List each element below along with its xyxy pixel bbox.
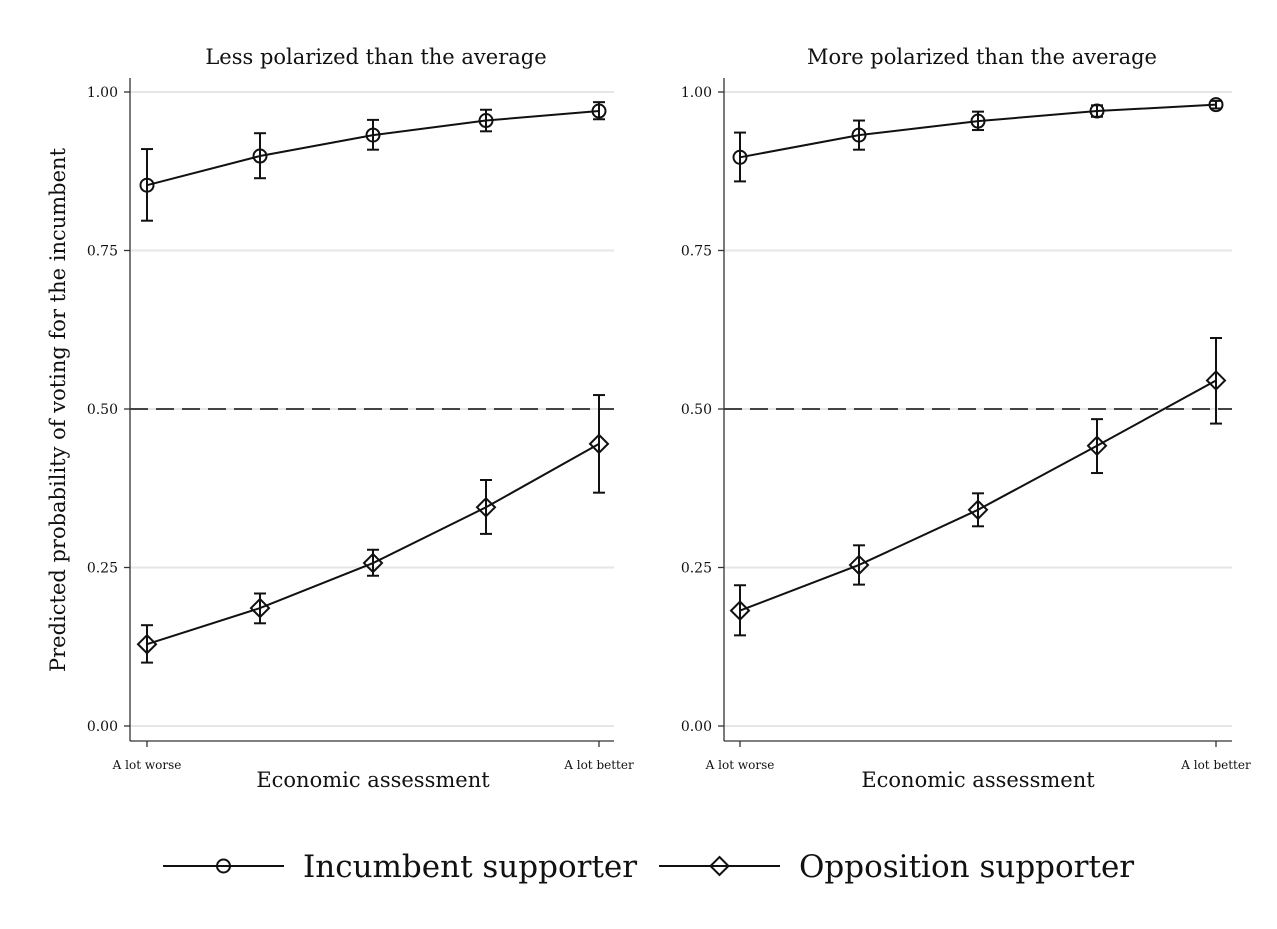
legend-item-2: Opposition supporter [659,849,1134,885]
data-point [249,597,271,619]
data-point [1086,435,1108,457]
data-point [848,554,870,576]
panel-title: Less polarized than the average [205,45,546,69]
x-axis-label: Economic assessment [861,768,1095,792]
data-point [478,113,494,129]
y-tick-label: 1.00 [681,85,712,101]
legend-item-1: Incumbent supporter [163,849,637,885]
panel-1: Less polarized than the average 0.00 0.25 0… [87,45,634,792]
legend-marker [216,858,231,874]
data-point [139,177,155,193]
y-tick-label: 0.00 [681,719,712,735]
y-tick-label: 0.00 [87,719,118,735]
data-point [1205,370,1227,391]
data-point [967,499,989,521]
y-tick-label: 0.25 [87,561,118,577]
series-2 [729,336,1227,637]
data-point [1208,97,1224,113]
data-point [851,127,867,143]
data-point [970,113,986,129]
y-tick-label: 0.75 [681,244,712,260]
data-point [362,552,384,574]
x-tick-label: A lot worse [112,758,182,772]
y-tick-label: 1.00 [87,85,118,101]
data-point [1089,103,1105,119]
legend-marker [709,855,730,877]
data-point [729,600,751,622]
y-tick-label: 0.25 [681,561,712,577]
series-1 [139,101,607,222]
data-point [588,433,610,455]
data-point [365,127,381,143]
data-point [136,633,158,655]
chart-panels: Less polarized than the average 0.00 0.25 0… [87,45,1251,792]
series-1 [732,97,1224,183]
panel-title: More polarized than the average [807,45,1157,69]
data-point [732,149,748,165]
x-tick-label: A lot better [563,758,634,772]
panel-2: More polarized than the average 0.00 0.25 0… [681,45,1251,792]
y-tick-label: 0.50 [681,402,712,418]
legend-label: Opposition supporter [799,849,1134,885]
x-tick-label: A lot worse [705,758,775,772]
y-tick-label: 0.50 [87,402,118,418]
series-line [146,442,600,646]
data-point [475,496,497,518]
legend: Incumbent supporter Opposition supporter [163,849,1134,885]
x-axis-label: Economic assessment [256,768,490,792]
data-point [591,103,607,119]
data-point [252,148,268,164]
y-axis-label: Predicted probability of voting for the … [46,147,70,672]
series-2 [136,394,610,664]
y-tick-label: 0.75 [87,244,118,260]
x-tick-label: A lot better [1180,758,1251,772]
legend-label: Incumbent supporter [303,849,637,885]
